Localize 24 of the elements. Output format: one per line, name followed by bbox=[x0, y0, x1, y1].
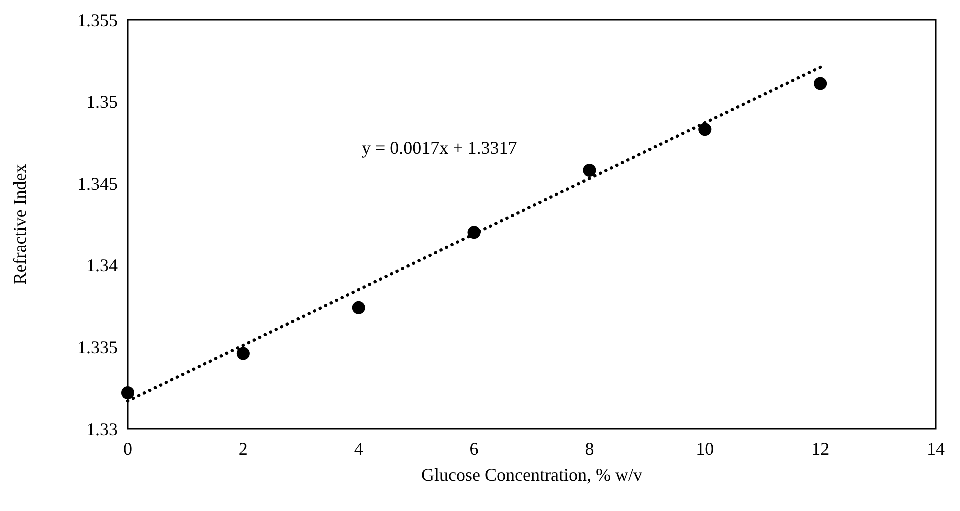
y-tick-label: 1.34 bbox=[86, 256, 118, 276]
x-tick-label: 8 bbox=[585, 439, 594, 459]
y-tick-label: 1.35 bbox=[86, 92, 118, 112]
x-tick-label: 4 bbox=[354, 439, 364, 459]
point bbox=[583, 164, 596, 178]
x-tick-label: 2 bbox=[238, 439, 248, 459]
point bbox=[236, 347, 250, 360]
point bbox=[698, 123, 712, 136]
x-axis-title: Glucose Concentration, % w/v bbox=[422, 465, 642, 485]
point bbox=[122, 386, 134, 400]
point bbox=[468, 226, 481, 240]
y-tick-label: 1.33 bbox=[86, 419, 118, 440]
x-tick-label: 14 bbox=[927, 439, 945, 459]
x-tick-label: 0 bbox=[124, 439, 132, 459]
x-tick-label: 10 bbox=[696, 439, 714, 459]
y-tick-label: 1.345 bbox=[78, 174, 118, 194]
point bbox=[814, 77, 828, 90]
y-tick-label: 1.355 bbox=[78, 10, 118, 30]
point bbox=[352, 301, 366, 314]
y-tick-label: 1.335 bbox=[78, 338, 118, 358]
y-axis-title: Refractive Index bbox=[10, 164, 30, 285]
x-tick-label: 6 bbox=[470, 439, 479, 459]
annotation: y = 0.0017x + 1.3317 bbox=[362, 138, 518, 158]
x-tick-label: 12 bbox=[812, 439, 830, 459]
